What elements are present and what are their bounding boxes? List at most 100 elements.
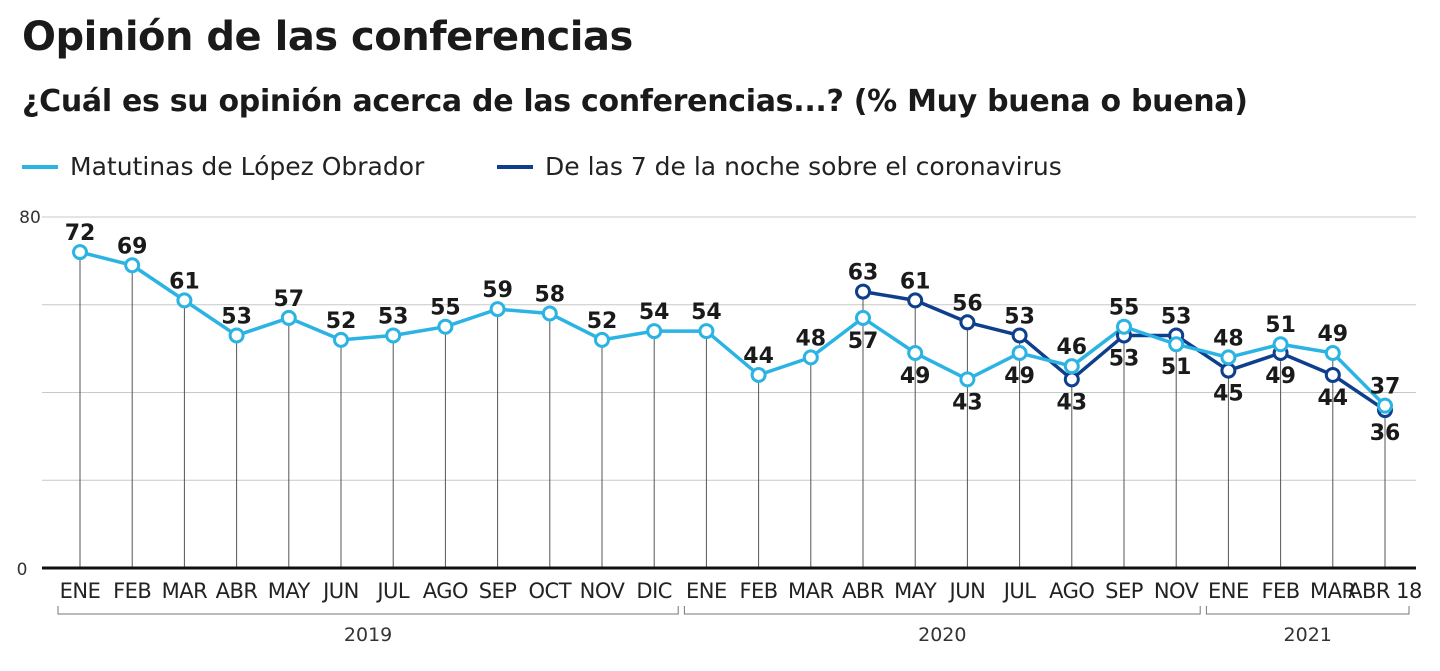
x-tick-label: MAR [1310, 579, 1356, 603]
x-tick-label: AGO [1049, 579, 1094, 603]
data-label: 53 [1004, 304, 1035, 329]
data-label: 56 [952, 291, 983, 316]
x-tick-label: FEB [113, 579, 151, 603]
data-point-noche [855, 283, 871, 300]
x-tick-label: JUN [948, 579, 986, 603]
data-point-matutinas [698, 323, 715, 340]
data-label: 49 [900, 364, 931, 389]
data-label: 44 [743, 344, 774, 369]
year-label: 2021 [1284, 624, 1332, 646]
data-point-matutinas [959, 371, 976, 388]
year-bracket [57, 606, 679, 615]
x-tick-label: JUL [375, 579, 410, 603]
data-label: 53 [1109, 346, 1140, 371]
data-label: 55 [430, 296, 461, 321]
data-point-noche [959, 314, 976, 331]
data-label: 59 [482, 278, 513, 303]
year-bracket [683, 606, 1201, 615]
x-tick-label: MAY [894, 579, 937, 603]
x-tick-label: NOV [1154, 579, 1200, 603]
data-point-matutinas [72, 244, 88, 261]
chart-subtitle: ¿Cuál es su opinión acerca de las confer… [22, 84, 1248, 119]
year-label: 2019 [344, 624, 392, 646]
data-label: 37 [1370, 375, 1401, 400]
data-point-matutinas [541, 305, 558, 322]
x-tick-label: ABR [842, 579, 884, 603]
data-label: 54 [639, 300, 670, 325]
data-label: 53 [1161, 304, 1192, 329]
series-line-matutinas [79, 250, 1387, 407]
data-point-matutinas [124, 257, 141, 274]
data-label: 51 [1265, 313, 1296, 338]
data-label: 72 [65, 221, 96, 246]
data-label: 61 [169, 269, 200, 294]
data-point-matutinas [855, 309, 871, 326]
data-label: 44 [1317, 386, 1348, 411]
data-label: 52 [587, 309, 618, 334]
data-label: 57 [848, 329, 879, 354]
data-label: 45 [1213, 382, 1244, 407]
x-tick-label: JUN [321, 579, 359, 603]
data-point-matutinas [1324, 345, 1341, 362]
data-label: 49 [1265, 364, 1296, 389]
x-tick-label: MAY [268, 579, 311, 603]
x-tick-label: MAR [788, 579, 834, 603]
data-point-noche [1220, 362, 1237, 379]
data-point-matutinas [437, 318, 454, 335]
x-tick-label: JUL [1002, 579, 1037, 603]
x-tick-label: NOV [580, 579, 626, 603]
x-tick-label: MAR [162, 579, 208, 603]
data-label: 36 [1370, 421, 1401, 446]
x-tick-label: ABR [216, 579, 258, 603]
data-label: 52 [326, 309, 357, 334]
x-tick-label: FEB [739, 579, 777, 603]
data-point-matutinas [385, 327, 402, 344]
year-bracket [1205, 606, 1410, 615]
data-label: 49 [1317, 322, 1348, 347]
data-label: 58 [534, 283, 565, 308]
legend-item-matutinas: Matutinas de López Obrador [22, 152, 424, 181]
x-tick-label: SEP [479, 579, 517, 603]
x-tick-label: DIC [636, 579, 672, 603]
x-tick-label: ENE [60, 579, 101, 603]
data-label: 57 [273, 287, 304, 312]
data-point-matutinas [1011, 345, 1028, 362]
data-point-matutinas [802, 349, 819, 366]
data-point-noche [1324, 366, 1341, 383]
data-point-matutinas [594, 331, 610, 348]
x-tick-label: ENE [686, 579, 727, 603]
y-tick-label: 80 [19, 208, 41, 228]
data-point-matutinas [333, 331, 349, 348]
data-point-matutinas [1116, 318, 1132, 335]
data-point-matutinas [1272, 336, 1289, 353]
data-label: 63 [848, 261, 879, 286]
data-label: 48 [1213, 326, 1244, 351]
data-point-noche [1011, 327, 1028, 344]
data-point-matutinas [228, 327, 245, 344]
data-label: 48 [795, 326, 826, 351]
legend-label: Matutinas de López Obrador [70, 152, 425, 181]
data-label: 69 [117, 234, 148, 259]
data-point-matutinas [1220, 349, 1237, 366]
data-point-noche [907, 292, 924, 309]
x-tick-label: AGO [423, 579, 468, 603]
data-point-matutinas [280, 309, 297, 326]
data-label: 43 [952, 390, 983, 415]
legend-label: De las 7 de la noche sobre el coronaviru… [545, 152, 1062, 181]
y-tick-label: 0 [17, 560, 28, 580]
data-label: 49 [1004, 364, 1035, 389]
data-label: 46 [1056, 335, 1087, 360]
data-label: 51 [1161, 355, 1192, 380]
x-tick-label: ABR 18 [1348, 579, 1422, 603]
data-point-matutinas [1377, 397, 1393, 414]
data-point-matutinas [1063, 358, 1080, 375]
data-label: 53 [221, 304, 252, 329]
data-label: 55 [1109, 296, 1140, 321]
data-point-matutinas [489, 301, 506, 318]
year-label: 2020 [918, 624, 966, 646]
x-tick-label: SEP [1105, 579, 1143, 603]
data-point-matutinas [1168, 336, 1185, 353]
data-point-matutinas [907, 345, 924, 362]
x-tick-label: FEB [1261, 579, 1299, 603]
